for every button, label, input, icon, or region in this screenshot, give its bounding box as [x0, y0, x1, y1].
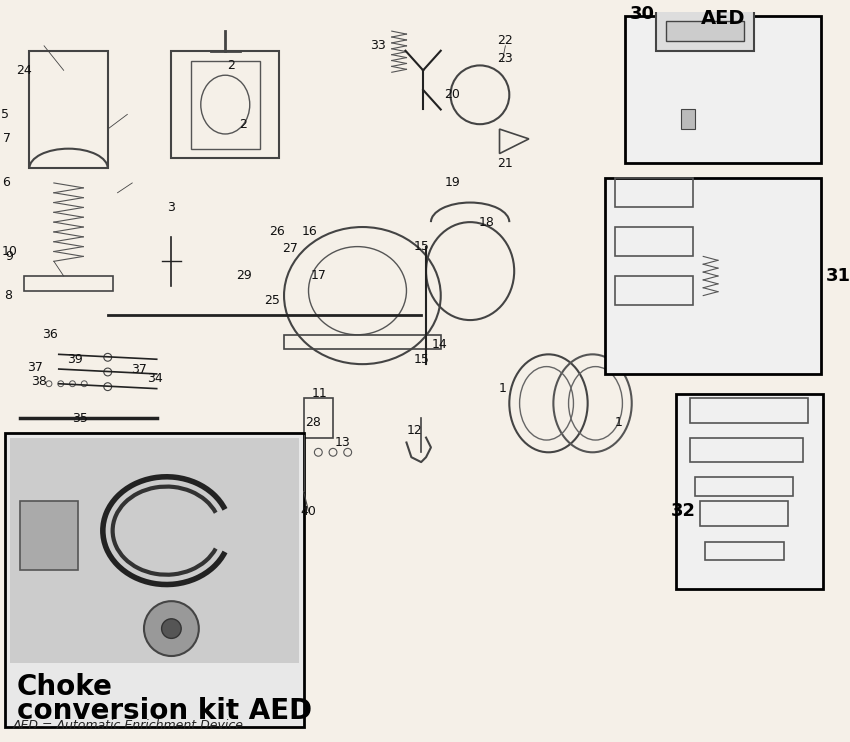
Bar — [690, 398, 808, 423]
Text: 3: 3 — [167, 201, 175, 214]
Text: 32: 32 — [671, 502, 696, 520]
Bar — [615, 276, 694, 306]
Text: 23: 23 — [497, 52, 513, 65]
Bar — [30, 50, 108, 168]
Text: 12: 12 — [406, 424, 422, 437]
Bar — [303, 398, 333, 438]
Text: 9: 9 — [5, 250, 13, 263]
Text: 30: 30 — [630, 5, 654, 24]
Text: 34: 34 — [147, 372, 162, 385]
Bar — [191, 61, 259, 148]
Text: 39: 39 — [67, 352, 83, 366]
Text: 21: 21 — [497, 157, 513, 170]
Text: 8: 8 — [4, 289, 12, 302]
Bar — [681, 110, 695, 129]
Bar — [5, 433, 303, 726]
Text: 29: 29 — [236, 269, 252, 283]
Text: 27: 27 — [282, 242, 297, 255]
Text: 1: 1 — [615, 416, 623, 430]
Text: conversion kit AED: conversion kit AED — [17, 697, 312, 725]
Text: 10: 10 — [2, 245, 18, 258]
Bar — [706, 542, 784, 560]
Text: 22: 22 — [497, 34, 513, 47]
Text: 19: 19 — [445, 177, 461, 189]
Bar — [695, 477, 793, 496]
Bar — [20, 502, 78, 570]
Text: 18: 18 — [479, 216, 495, 229]
Text: 1: 1 — [498, 382, 507, 395]
Bar — [656, 0, 754, 50]
Text: 5: 5 — [1, 108, 9, 121]
Text: 16: 16 — [302, 226, 317, 238]
Text: 2: 2 — [239, 118, 246, 131]
Bar — [700, 502, 789, 526]
Bar — [615, 178, 694, 208]
Bar — [666, 22, 745, 41]
Text: Choke: Choke — [17, 673, 112, 700]
Text: 40: 40 — [301, 505, 316, 518]
Text: 15: 15 — [413, 240, 429, 253]
Text: 36: 36 — [42, 328, 58, 341]
Text: 14: 14 — [432, 338, 448, 351]
Text: 37: 37 — [131, 363, 147, 375]
Bar — [25, 276, 113, 291]
Text: 37: 37 — [27, 361, 43, 373]
Text: 6: 6 — [2, 177, 10, 189]
Text: 31: 31 — [825, 267, 850, 285]
Bar — [676, 393, 823, 589]
Text: 35: 35 — [72, 412, 88, 424]
Text: 13: 13 — [335, 436, 351, 449]
Bar — [10, 438, 298, 663]
Text: 15: 15 — [413, 352, 429, 366]
Text: 2: 2 — [227, 59, 235, 72]
Text: 17: 17 — [310, 269, 326, 283]
Text: 7: 7 — [3, 132, 11, 145]
Text: 25: 25 — [264, 294, 281, 307]
Text: 33: 33 — [371, 39, 386, 53]
Text: 24: 24 — [15, 64, 31, 77]
Bar — [690, 438, 803, 462]
Text: 28: 28 — [305, 416, 321, 430]
Text: AED: AED — [700, 10, 745, 28]
Text: 20: 20 — [445, 88, 461, 102]
Bar — [172, 50, 279, 159]
Text: AED = Automatic Enrichment Device: AED = Automatic Enrichment Device — [13, 719, 244, 732]
Circle shape — [162, 619, 181, 638]
Text: 38: 38 — [31, 375, 47, 388]
Circle shape — [144, 601, 199, 656]
Bar — [605, 178, 821, 374]
Bar — [625, 16, 821, 163]
Bar — [615, 227, 694, 257]
Bar — [284, 335, 441, 349]
Text: 11: 11 — [311, 387, 327, 400]
Text: 26: 26 — [269, 226, 285, 238]
